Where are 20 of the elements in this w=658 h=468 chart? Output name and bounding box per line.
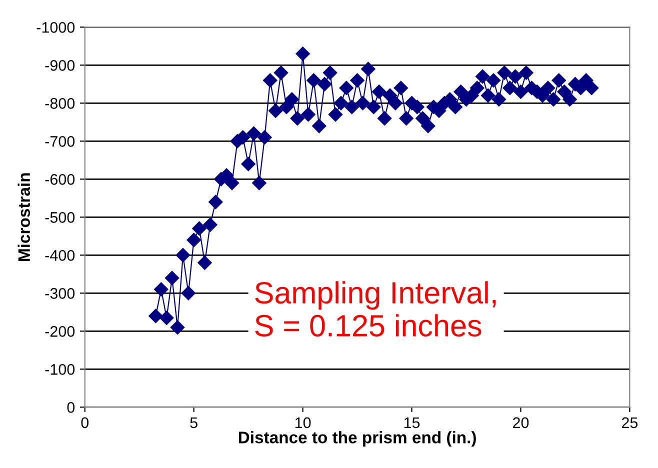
y-tick-label: -800 <box>45 98 75 109</box>
y-tick-label: -1000 <box>36 22 75 33</box>
x-tick-label: 20 <box>513 417 529 428</box>
x-tick-label: 5 <box>190 417 198 428</box>
x-tick-label: 15 <box>404 417 420 428</box>
y-tick-label: -400 <box>45 250 75 261</box>
annotation: Sampling Interval, S = 0.125 inches <box>255 281 496 337</box>
y-axis-title: Microstrain <box>18 173 30 261</box>
y-tick-label: -600 <box>45 174 75 185</box>
y-tick-label: -700 <box>45 136 75 147</box>
x-tick-label: 25 <box>622 417 638 428</box>
x-tick-label: 0 <box>81 417 89 428</box>
y-tick-label: -500 <box>45 212 75 223</box>
y-tick-label: -200 <box>45 326 75 337</box>
y-tick-label: -900 <box>45 60 75 71</box>
x-axis-title: Distance to the prism end (in.) <box>238 431 476 447</box>
y-tick-label: -100 <box>45 364 75 375</box>
y-tick-label: -300 <box>45 288 75 299</box>
x-tick-label: 10 <box>295 417 311 428</box>
y-tick-label: 0 <box>67 402 75 413</box>
